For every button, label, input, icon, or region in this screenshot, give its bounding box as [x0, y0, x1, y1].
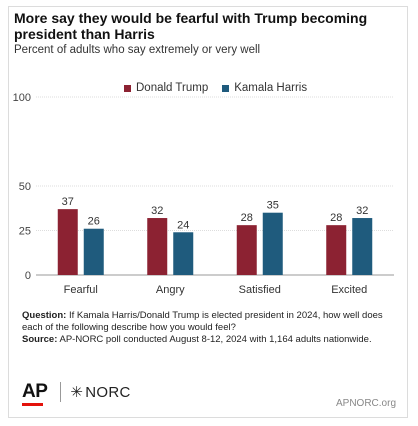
legend-item-harris: Kamala Harris — [222, 82, 307, 94]
bar-excited-trump — [326, 225, 347, 275]
legend-item-trump: Donald Trump — [124, 82, 208, 94]
footnote: Question: If Kamala Harris/Donald Trump … — [22, 310, 394, 346]
x-tick-label: Excited — [331, 284, 367, 296]
y-tick-label: 25 — [19, 226, 31, 238]
data-label: 32 — [151, 205, 163, 217]
data-label: 35 — [267, 200, 279, 212]
y-tick-label: 0 — [25, 270, 31, 282]
data-label: 37 — [62, 196, 74, 208]
x-tick-label: Satisfied — [239, 284, 281, 296]
data-label: 24 — [177, 219, 189, 231]
data-label: 28 — [241, 212, 253, 224]
x-tick-label: Angry — [156, 284, 185, 296]
bar-satisfied-harris — [262, 212, 283, 275]
source-note: Source: AP-NORC poll conducted August 8-… — [22, 334, 394, 346]
chart-subtitle: Percent of adults who say extremely or v… — [14, 44, 261, 56]
y-tick-label: 50 — [19, 181, 31, 193]
site-link[interactable]: APNORC.org — [335, 398, 396, 409]
legend-label-harris: Kamala Harris — [234, 82, 308, 94]
bar-excited-harris — [352, 218, 373, 275]
bar-fearful-trump — [57, 209, 78, 275]
y-tick-label: 100 — [13, 92, 31, 104]
bar-fearful-harris — [83, 228, 104, 275]
ap-logo-underline — [22, 403, 43, 406]
ap-logo-text: AP — [22, 381, 48, 402]
norc-logo: ✳ NORC — [70, 383, 131, 402]
legend-label-trump: Donald Trump — [136, 82, 209, 94]
norc-star-icon: ✳ — [70, 384, 84, 401]
bar-satisfied-trump — [236, 225, 257, 275]
question-text: If Kamala Harris/Donald Trump is elected… — [22, 310, 383, 333]
chart-legend: Donald Trump Kamala Harris — [124, 82, 321, 94]
chart-title: More say they would be fearful with Trum… — [14, 10, 368, 42]
question-label: Question: — [22, 310, 67, 321]
norc-logo-text: NORC — [85, 383, 131, 401]
source-label: Source: — [22, 334, 58, 345]
bar-angry-trump — [147, 218, 168, 275]
data-label: 32 — [356, 205, 368, 217]
legend-swatch-harris — [222, 84, 230, 92]
question-note: Question: If Kamala Harris/Donald Trump … — [22, 310, 394, 334]
ap-logo: AP — [22, 381, 48, 406]
x-tick-label: Fearful — [64, 284, 98, 296]
data-label: 28 — [330, 212, 342, 224]
bar-chart: 0 25 50 100 37 26 Fearful 32 24 Angry 28 35 Satisfie… — [13, 92, 394, 296]
legend-swatch-trump — [124, 84, 131, 92]
source-text: AP-NORC poll conducted August 8-12, 2024… — [57, 334, 372, 345]
logo-divider — [60, 382, 62, 402]
data-label: 26 — [88, 216, 100, 228]
logo-row: AP ✳ NORC — [22, 381, 131, 406]
bar-angry-harris — [173, 232, 194, 275]
